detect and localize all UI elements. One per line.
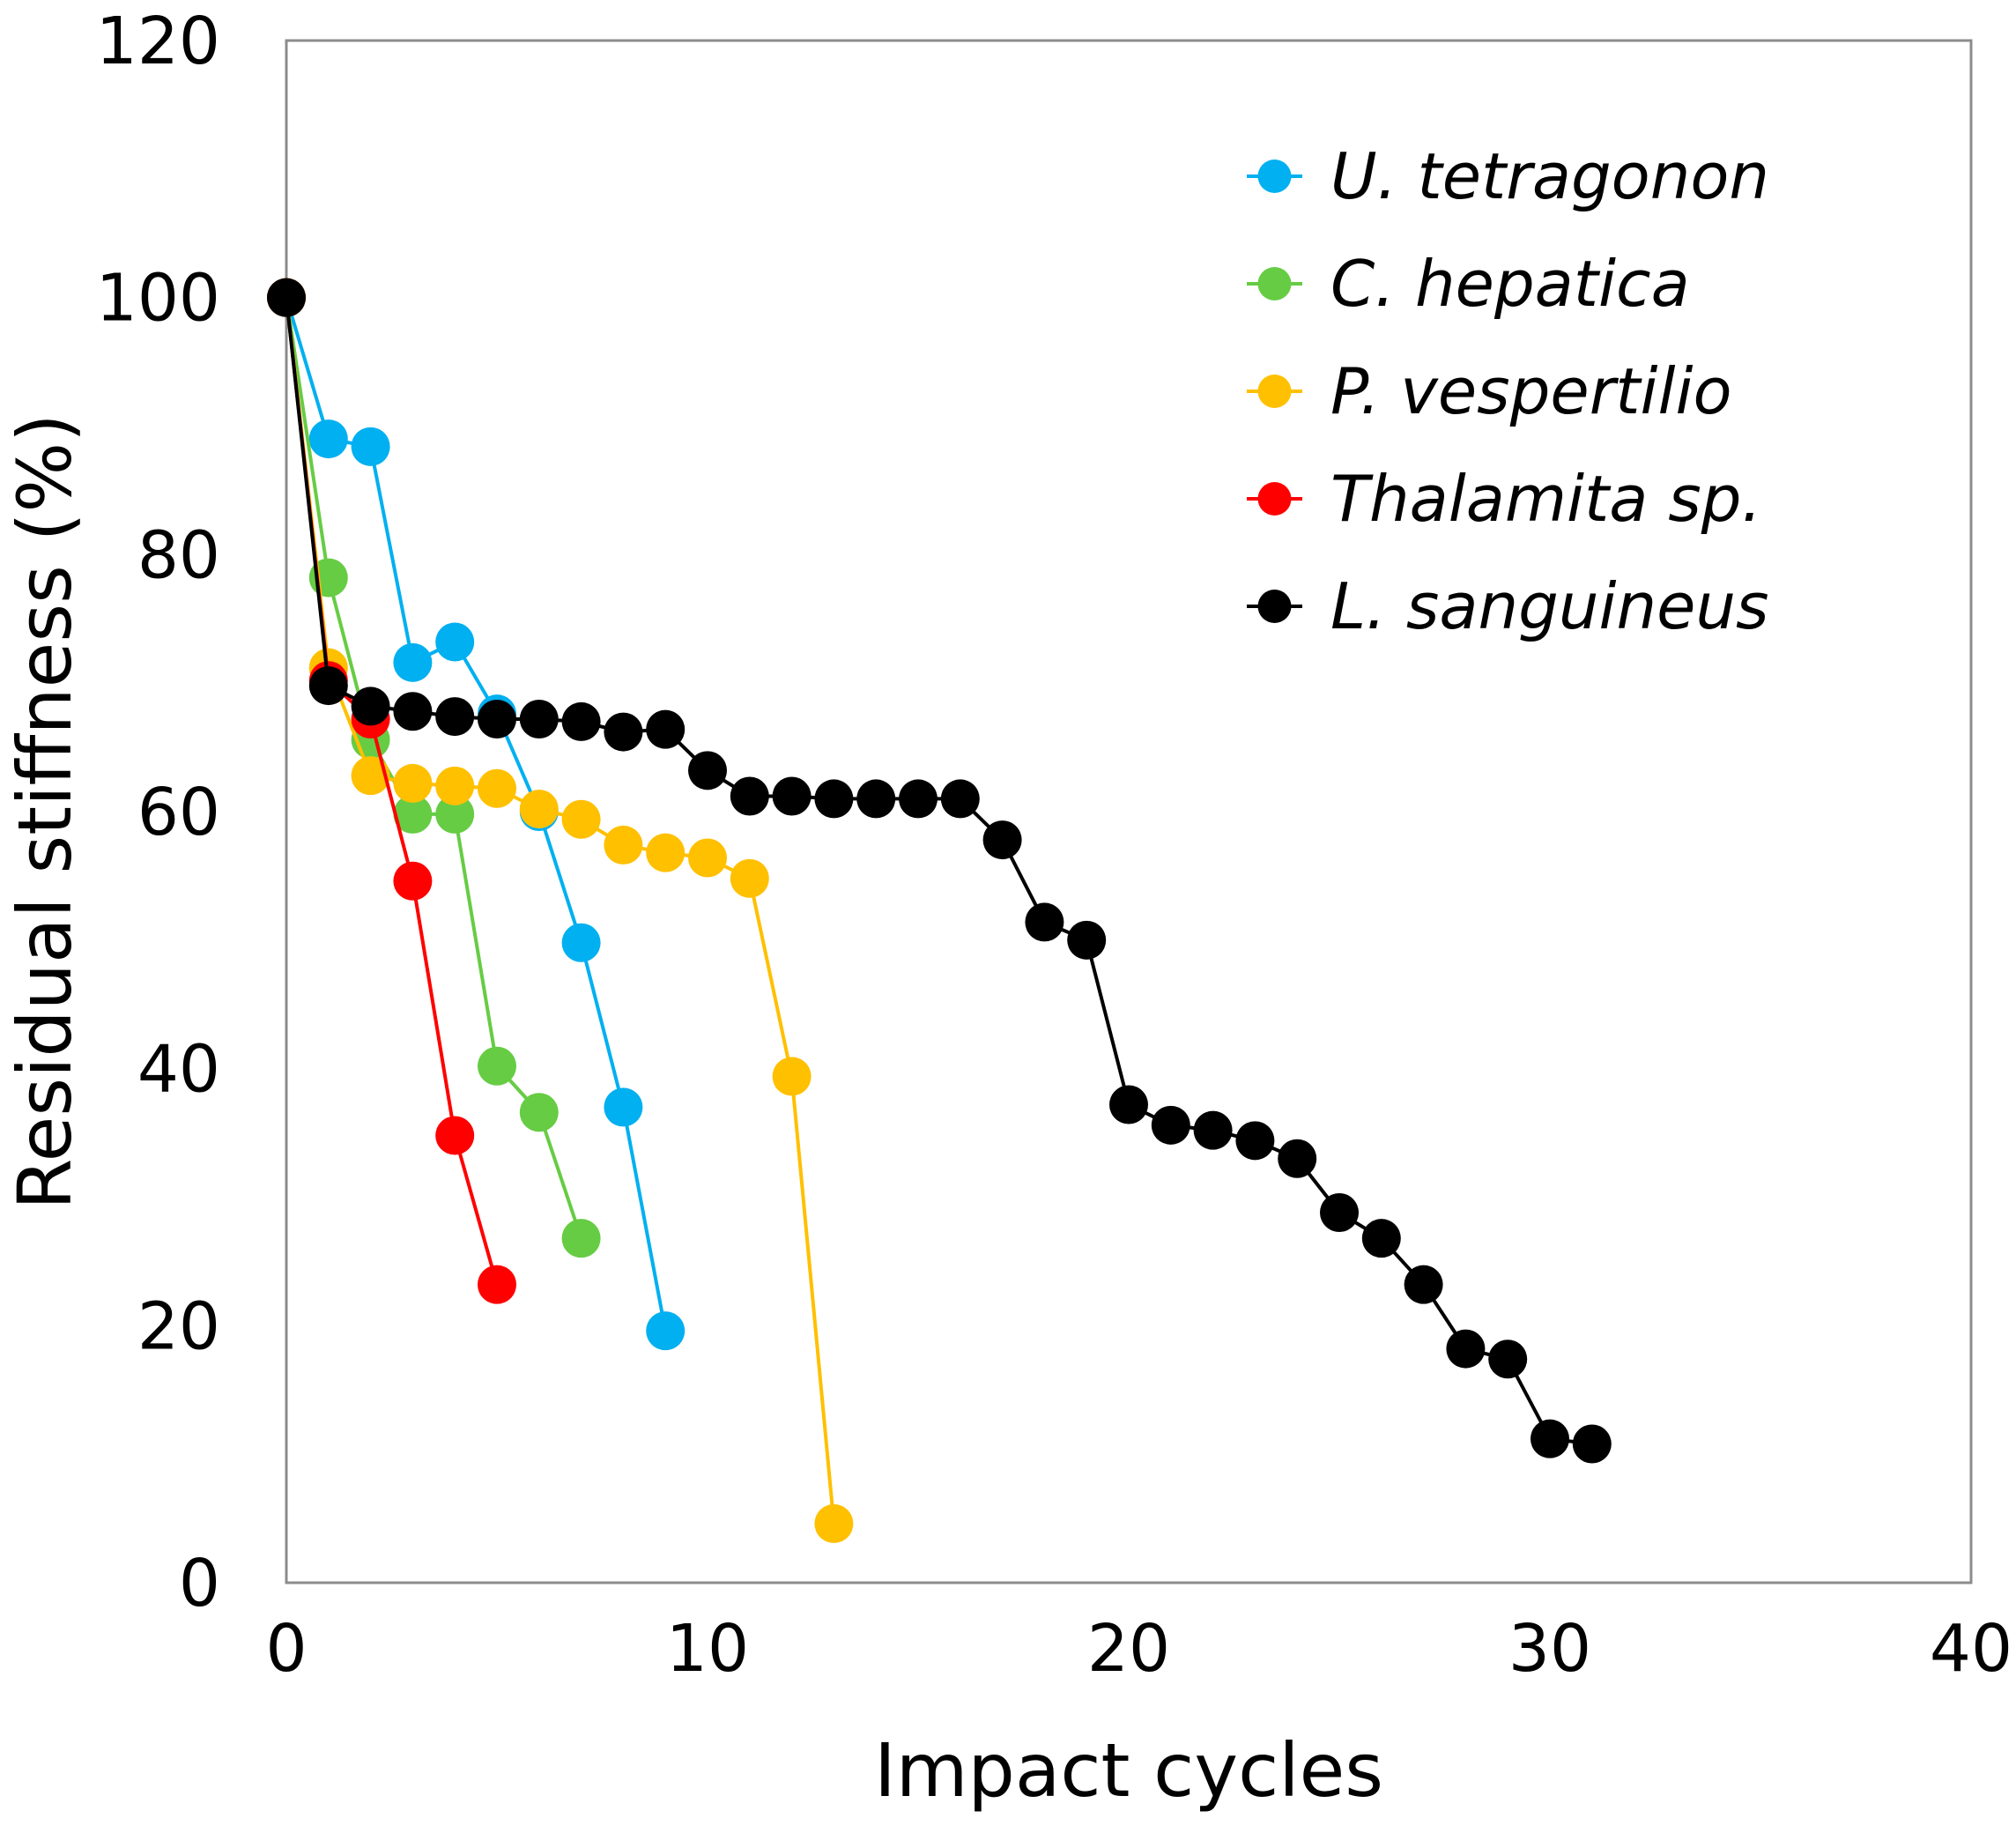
x-tick-label: 20 — [1087, 1611, 1170, 1687]
legend-marker — [1257, 590, 1292, 623]
data-point — [646, 1311, 686, 1351]
y-axis-title: Residual stiffness (%) — [2, 413, 88, 1210]
data-point — [478, 1265, 516, 1304]
y-tick-label: 20 — [137, 1288, 220, 1364]
data-point — [351, 427, 390, 466]
legend-marker — [1257, 160, 1292, 193]
data-point — [435, 766, 475, 805]
data-point — [308, 666, 348, 706]
data-point — [899, 779, 938, 819]
data-point — [308, 419, 348, 459]
legend-label: Thalamita sp. — [1330, 462, 1761, 536]
series-group — [267, 278, 1612, 1464]
data-point — [688, 751, 727, 790]
data-point — [730, 776, 769, 816]
data-point — [1361, 1219, 1401, 1258]
x-axis-title: Impact cycles — [874, 1727, 1383, 1814]
y-axis-tick-labels: 0 20 40 60 80 100 120 — [96, 4, 220, 1622]
x-tick-label: 0 — [265, 1611, 307, 1687]
data-point — [1404, 1265, 1443, 1304]
data-point — [1025, 902, 1064, 942]
data-point — [1278, 1139, 1317, 1178]
data-point — [1320, 1193, 1359, 1232]
data-point — [1067, 920, 1107, 960]
y-tick-label: 100 — [96, 261, 220, 337]
data-point — [1446, 1329, 1486, 1369]
legend-item: U. tetragonon — [1247, 139, 1769, 213]
data-point — [435, 794, 475, 834]
data-point — [1531, 1419, 1569, 1458]
data-point — [646, 833, 686, 872]
plot-area-frame — [285, 39, 1973, 1584]
data-point — [561, 799, 601, 839]
legend-marker — [1257, 375, 1292, 408]
data-point — [1193, 1110, 1233, 1150]
data-point — [478, 1046, 516, 1086]
data-point — [561, 701, 601, 741]
series-group — [267, 278, 854, 1543]
y-tick-label: 120 — [96, 4, 220, 79]
data-point — [435, 1116, 475, 1155]
data-point — [351, 686, 390, 726]
data-point — [604, 1087, 643, 1127]
x-axis-tick-labels: 0 10 20 30 40 — [265, 1611, 2012, 1687]
data-point — [1235, 1121, 1275, 1161]
data-point — [519, 790, 559, 829]
data-point — [1109, 1085, 1148, 1124]
data-point — [561, 1219, 601, 1258]
data-point — [478, 768, 516, 808]
data-point — [435, 697, 475, 737]
data-point — [393, 763, 433, 803]
series-layer — [267, 278, 1612, 1543]
data-point — [1572, 1424, 1612, 1464]
legend-marker — [1257, 267, 1292, 301]
y-tick-label: 80 — [137, 517, 220, 593]
data-point — [393, 642, 433, 682]
data-point — [393, 794, 433, 834]
y-tick-label: 0 — [179, 1546, 220, 1622]
legend-label: C. hepatica — [1330, 247, 1690, 321]
data-point — [982, 820, 1022, 860]
data-point — [730, 858, 769, 898]
data-point — [814, 1503, 854, 1543]
data-point — [940, 779, 980, 819]
data-point — [351, 756, 390, 796]
legend: U. tetragonon C. hepatica P. vespertilio Th… — [1247, 139, 1769, 643]
data-point — [1488, 1340, 1528, 1379]
data-point — [604, 825, 643, 865]
data-point — [519, 1093, 559, 1132]
data-point — [519, 700, 559, 738]
x-tick-label: 40 — [1930, 1611, 2012, 1687]
series-line — [285, 297, 668, 1332]
data-point — [856, 779, 896, 819]
data-point — [561, 923, 601, 962]
legend-item: C. hepatica — [1247, 247, 1690, 321]
y-tick-label: 40 — [137, 1032, 220, 1108]
legend-item: P. vespertilio — [1247, 354, 1732, 428]
legend-marker — [1257, 482, 1292, 516]
legend-item: Thalamita sp. — [1247, 462, 1761, 536]
legend-item: L. sanguineus — [1247, 569, 1769, 643]
data-point — [688, 838, 727, 878]
y-tick-label: 60 — [137, 775, 220, 850]
data-point — [772, 776, 812, 816]
data-point — [604, 712, 643, 752]
data-point — [478, 700, 516, 738]
data-point — [393, 861, 433, 901]
data-point — [772, 1057, 812, 1096]
data-point — [435, 622, 475, 662]
x-tick-label: 10 — [666, 1611, 749, 1687]
x-tick-label: 30 — [1508, 1611, 1591, 1687]
legend-label: U. tetragonon — [1330, 139, 1769, 213]
data-point — [393, 692, 433, 731]
legend-label: L. sanguineus — [1330, 569, 1769, 643]
legend-label: P. vespertilio — [1330, 354, 1732, 428]
data-point — [646, 709, 686, 749]
data-point — [814, 779, 854, 819]
data-point — [267, 278, 306, 317]
data-point — [1151, 1105, 1190, 1145]
